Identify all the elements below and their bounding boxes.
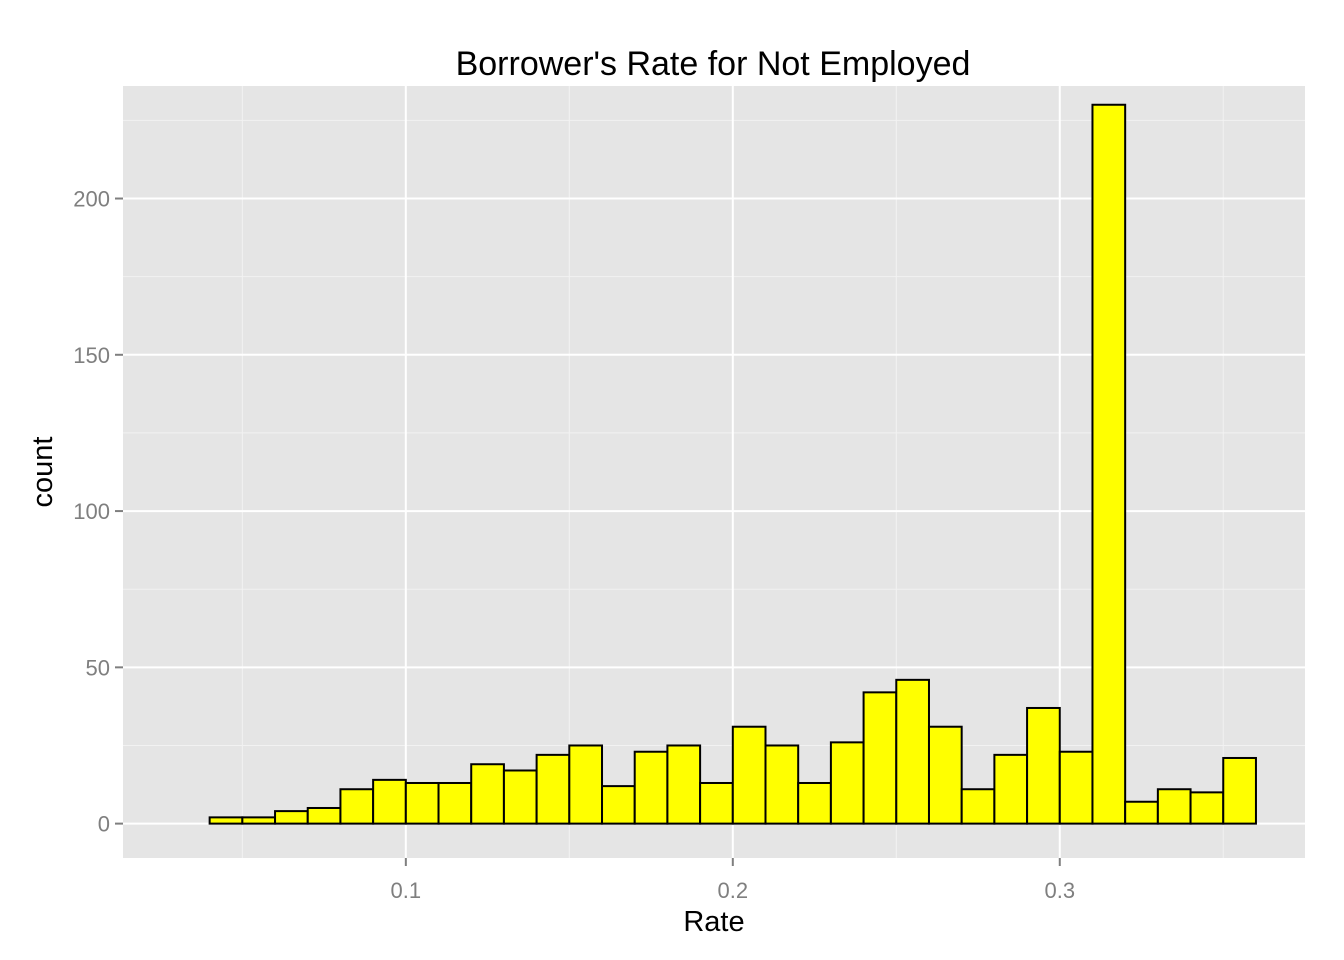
y-tick-label: 50 bbox=[86, 655, 110, 680]
histogram-bar bbox=[993, 753, 1029, 825]
x-axis-title: Rate bbox=[683, 906, 744, 938]
y-tick-label: 0 bbox=[98, 812, 110, 837]
y-tick-label: 200 bbox=[73, 187, 110, 212]
x-tick-label: 0.3 bbox=[1044, 878, 1075, 903]
histogram-bar bbox=[960, 788, 996, 825]
histogram-bar bbox=[633, 750, 669, 825]
x-tick-label: 0.2 bbox=[718, 878, 749, 903]
histogram-bar bbox=[895, 678, 930, 825]
y-axis-title: count bbox=[27, 437, 59, 508]
histogram-bar bbox=[862, 691, 898, 825]
histogram-bar bbox=[470, 763, 505, 825]
histogram-bar bbox=[1189, 791, 1225, 825]
histogram-bar bbox=[927, 725, 963, 825]
histogram-bar bbox=[437, 781, 473, 825]
histogram-bar bbox=[241, 816, 277, 825]
histogram-bar bbox=[1058, 750, 1094, 825]
histogram-bar bbox=[666, 744, 702, 825]
histogram-bar bbox=[764, 744, 800, 825]
chart-title: Borrower's Rate for Not Employed bbox=[456, 45, 971, 83]
x-axis: 0.1 0.2 0.3 bbox=[391, 858, 1075, 903]
histogram-bar bbox=[731, 725, 767, 825]
histogram-bar bbox=[1222, 756, 1257, 825]
x-tick-label: 0.1 bbox=[391, 878, 422, 903]
histogram-bar bbox=[601, 785, 636, 825]
histogram-bar bbox=[306, 806, 342, 825]
histogram-bar bbox=[1026, 706, 1061, 825]
histogram-bar bbox=[339, 788, 375, 825]
plot-panel bbox=[123, 86, 1305, 858]
y-tick-label: 150 bbox=[73, 343, 110, 368]
histogram-bar bbox=[208, 816, 244, 825]
histogram-bar bbox=[1091, 103, 1127, 825]
histogram-bar bbox=[372, 778, 407, 825]
histogram-bar bbox=[1124, 800, 1159, 825]
histogram-bar bbox=[274, 810, 309, 825]
y-axis: 0 50 100 150 200 bbox=[73, 187, 123, 837]
bars bbox=[208, 103, 1257, 825]
histogram-bar bbox=[797, 781, 832, 825]
y-tick-label: 100 bbox=[73, 499, 110, 524]
histogram-bar bbox=[568, 744, 604, 825]
histogram-bar bbox=[829, 741, 865, 825]
histogram-bar bbox=[404, 781, 440, 825]
histogram-bar bbox=[502, 769, 538, 825]
histogram-bar bbox=[535, 753, 571, 825]
histogram-bar bbox=[699, 781, 734, 825]
histogram-bar bbox=[1156, 788, 1192, 825]
